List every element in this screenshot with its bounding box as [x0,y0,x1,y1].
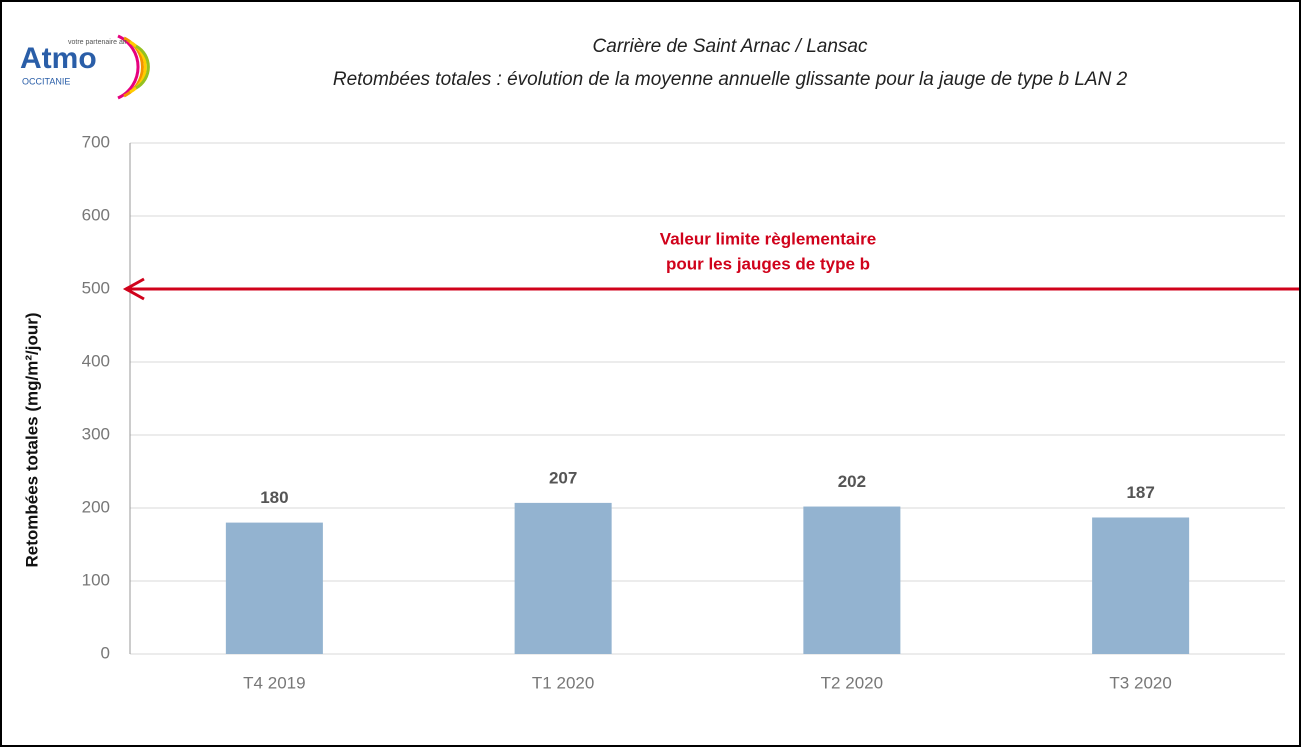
y-axis-label: Retombées totales (mg/m²/jour) [22,312,41,567]
logo-region: OCCITANIE [22,76,70,86]
bar [1092,517,1190,654]
value-label: 207 [549,468,577,487]
logo-arc [117,34,140,100]
y-tick-label: 600 [82,205,110,224]
logo-name: Atmo [20,42,97,75]
y-tick-label: 700 [82,132,110,151]
y-tick-label: 300 [82,424,110,443]
bar [225,522,323,654]
threshold-arrow [122,277,145,301]
chart-title: Carrière de Saint Arnac / Lansac [593,36,868,57]
bar [514,502,612,654]
y-tick-label: 100 [82,570,110,589]
threshold-annotation: pour les jauges de type b [666,254,870,273]
x-tick-label: T2 2020 [821,673,883,692]
logo-arc [135,44,150,90]
y-tick-label: 400 [82,351,110,370]
bar [803,506,901,654]
x-tick-label: T4 2019 [243,673,305,692]
value-label: 180 [260,488,288,507]
y-tick-label: 500 [82,278,110,297]
x-tick-label: T1 2020 [532,673,594,692]
threshold-annotation: Valeur limite règlementaire [660,229,876,248]
value-label: 187 [1126,483,1154,502]
x-tick-label: T3 2020 [1109,673,1171,692]
y-tick-label: 0 [101,643,110,662]
chart-subtitle: Retombées totales : évolution de la moye… [333,69,1128,90]
value-label: 202 [838,472,866,491]
logo: votre partenaire air Atmo OCCITANIE [20,34,150,100]
logo-tagline: votre partenaire air [68,39,127,46]
y-tick-label: 200 [82,497,110,516]
